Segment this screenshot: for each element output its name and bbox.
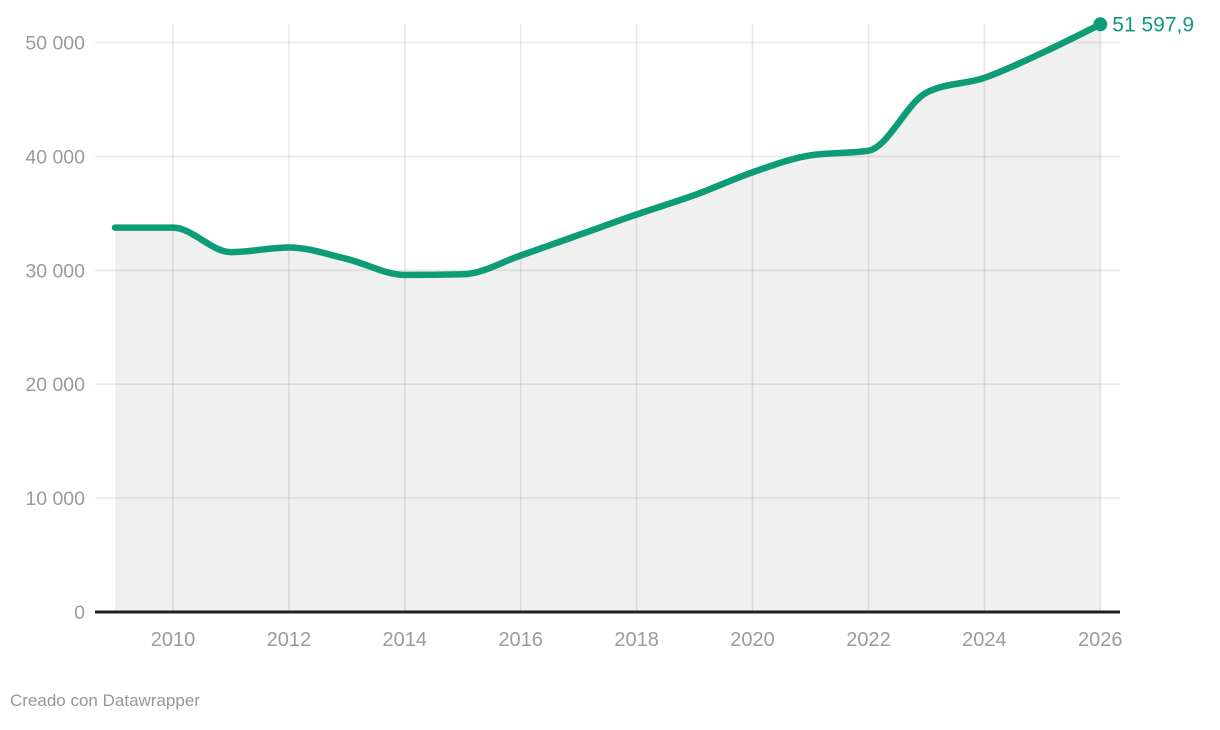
y-axis-tick-label: 30 000 xyxy=(25,260,85,282)
x-axis-tick-label: 2010 xyxy=(151,629,196,651)
datawrapper-credit-link[interactable]: Creado con Datawrapper xyxy=(10,691,200,710)
x-axis-tick-label: 2020 xyxy=(730,629,775,651)
y-axis-tick-label: 10 000 xyxy=(25,488,85,510)
y-axis-tick-label: 0 xyxy=(74,602,85,624)
x-axis-tick-label: 2016 xyxy=(498,629,543,651)
x-axis-tick-label: 2014 xyxy=(383,629,428,651)
y-axis-tick-label: 40 000 xyxy=(25,146,85,168)
y-axis-tick-label: 20 000 xyxy=(25,374,85,396)
end-value-label: 51 597,9 xyxy=(1112,13,1194,36)
x-axis-tick-label: 2026 xyxy=(1078,629,1123,651)
data-line xyxy=(111,21,1104,279)
y-axis-tick-label: 50 000 xyxy=(25,33,85,55)
x-axis-tick-label: 2018 xyxy=(614,629,659,651)
x-axis-tick-label: 2012 xyxy=(267,629,312,651)
gridlines xyxy=(95,24,1120,612)
x-axis-tick-label: 2022 xyxy=(846,629,891,651)
x-axis-tick-label: 2024 xyxy=(962,629,1007,651)
end-point-dot xyxy=(1093,17,1108,32)
area-fill xyxy=(115,24,1101,613)
x-axis-labels: 2010 2012 2014 2016 2018 2020 2022 2024 2026 xyxy=(151,629,1123,651)
y-axis-labels: 0 10 000 20 000 30 000 40 000 50 000 xyxy=(25,33,85,625)
